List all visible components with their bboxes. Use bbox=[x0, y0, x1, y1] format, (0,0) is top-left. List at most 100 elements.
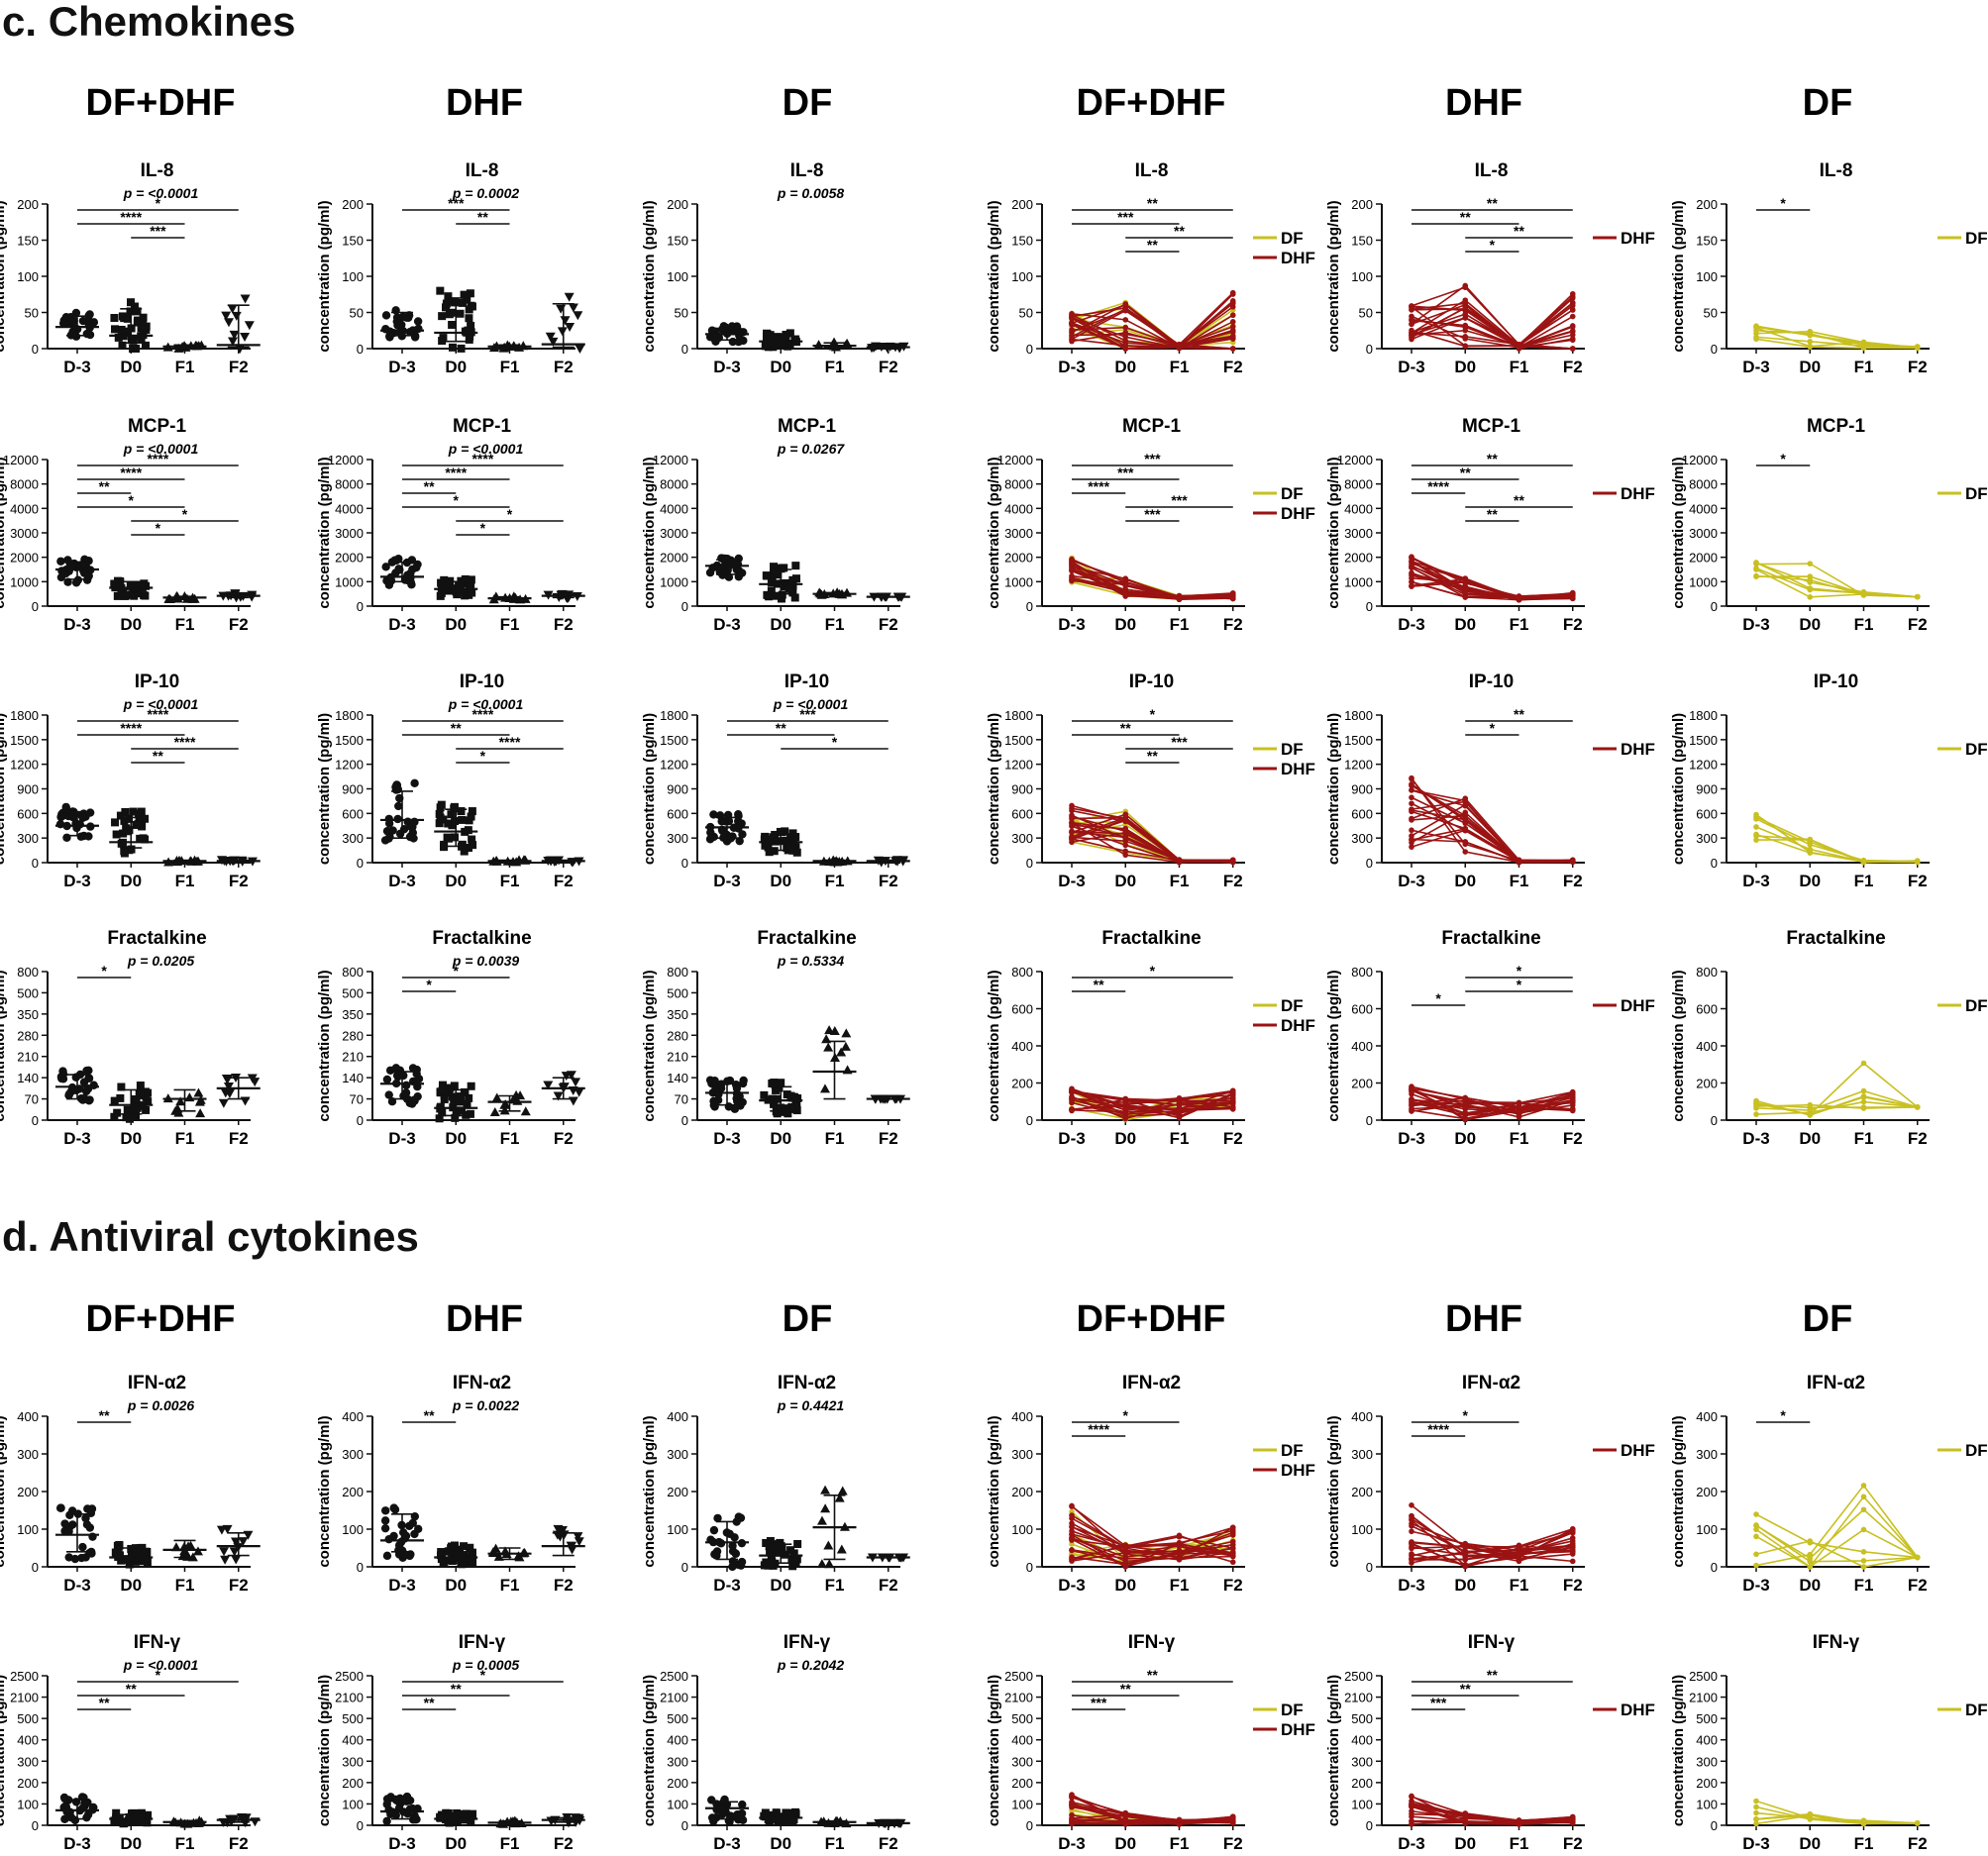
series-line bbox=[1755, 1540, 1918, 1568]
data-point bbox=[128, 1112, 137, 1121]
series-point bbox=[1229, 329, 1236, 335]
chart-panel-c-il8-df: IL-8 p = 0.0058 0 50 100 150 200 concentration … bbox=[641, 160, 910, 376]
series-line bbox=[1071, 1504, 1233, 1561]
y-tick-label: 1500 bbox=[335, 733, 364, 748]
y-tick-label: 200 bbox=[1011, 1485, 1033, 1499]
series-point bbox=[1069, 314, 1075, 321]
x-tick-label: D-3 bbox=[1398, 1834, 1424, 1853]
section-title-chemokines: c. Chemokines bbox=[2, 0, 295, 45]
data-point bbox=[143, 1811, 152, 1820]
chart-panel-c-mcp1-all: MCP-1 p = <0.0001 0 1000 2000 3000 4000 8000 120… bbox=[0, 416, 261, 634]
series-point bbox=[1569, 307, 1576, 313]
series-line bbox=[1411, 1804, 1573, 1821]
chart-title: MCP-1 bbox=[1462, 416, 1521, 437]
data-point bbox=[120, 1819, 129, 1828]
data-point bbox=[788, 1562, 797, 1571]
data-point bbox=[460, 1542, 469, 1551]
section-title-antiviral-cytokines: d. Antiviral cytokines bbox=[2, 1213, 419, 1260]
data-point bbox=[467, 321, 475, 330]
y-tick-label: 200 bbox=[1696, 1485, 1718, 1499]
group-header-df: DF bbox=[783, 82, 833, 124]
data-point bbox=[89, 1081, 98, 1089]
data-point bbox=[765, 848, 774, 857]
y-axis-label: concentration (pg/ml) bbox=[986, 457, 1002, 608]
y-tick-label: 400 bbox=[1696, 1409, 1718, 1424]
series-point bbox=[1860, 1558, 1867, 1564]
series-point bbox=[1753, 560, 1759, 567]
y-tick-label: 12000 bbox=[653, 453, 688, 467]
y-tick-label: 350 bbox=[667, 1007, 688, 1022]
data-point bbox=[733, 560, 743, 568]
data-point bbox=[380, 1516, 390, 1525]
data-point bbox=[705, 567, 715, 577]
series-point bbox=[1122, 818, 1129, 825]
data-point bbox=[382, 1551, 392, 1561]
x-tick-label: D-3 bbox=[63, 1834, 90, 1853]
data-point bbox=[457, 1097, 466, 1106]
y-tick-label: 4000 bbox=[1344, 501, 1373, 516]
series-point bbox=[1516, 1558, 1522, 1565]
y-tick-label: 100 bbox=[1351, 1522, 1373, 1537]
y-tick-label: 1000 bbox=[660, 574, 688, 589]
y-tick-label: 600 bbox=[1011, 806, 1033, 821]
data-point bbox=[710, 1550, 719, 1559]
data-point bbox=[402, 313, 411, 322]
group-header-df-dhf: DF+DHF bbox=[1077, 82, 1226, 124]
x-tick-label: F1 bbox=[825, 1576, 845, 1595]
y-tick-label: 300 bbox=[1351, 1447, 1373, 1462]
series-point bbox=[1409, 1545, 1414, 1552]
y-axis-label: concentration (pg/ml) bbox=[316, 200, 333, 352]
p-value-label: p = <0.0001 bbox=[773, 696, 849, 712]
series-point bbox=[1569, 1092, 1576, 1098]
significance-label: **** bbox=[120, 464, 142, 480]
series-point bbox=[1409, 794, 1414, 801]
x-tick-label: D0 bbox=[770, 872, 791, 890]
legend-label-dhf: DHF bbox=[1281, 1461, 1315, 1480]
data-point bbox=[786, 834, 795, 843]
data-point bbox=[564, 292, 575, 302]
x-tick-label: D-3 bbox=[1398, 1129, 1424, 1148]
chart-panel-c-mcp1-all-line: MCP-1 0 1000 2000 3000 4000 8000 12000concentra… bbox=[986, 416, 1315, 634]
x-tick-label: D-3 bbox=[1058, 1834, 1085, 1853]
data-point bbox=[132, 345, 141, 353]
legend-label-dhf: DHF bbox=[1621, 740, 1655, 759]
p-value-label: p = <0.0001 bbox=[123, 441, 199, 457]
data-point bbox=[565, 323, 575, 333]
series-point bbox=[1176, 1532, 1183, 1539]
data-point bbox=[229, 330, 240, 340]
x-tick-label: D0 bbox=[445, 1576, 467, 1595]
data-point bbox=[136, 815, 145, 824]
y-axis-label: concentration (pg/ml) bbox=[641, 200, 658, 352]
y-tick-label: 400 bbox=[1011, 1039, 1033, 1054]
y-tick-label: 100 bbox=[1011, 1522, 1033, 1537]
y-tick-label: 4000 bbox=[660, 501, 688, 516]
chart-title: Fractalkine bbox=[1441, 928, 1540, 949]
y-tick-label: 0 bbox=[1366, 599, 1373, 614]
y-tick-label: 100 bbox=[667, 269, 688, 284]
data-point bbox=[764, 1815, 773, 1824]
series-point bbox=[1462, 1094, 1469, 1101]
group-header-dhf: DHF bbox=[1445, 82, 1522, 124]
x-tick-label: D0 bbox=[1114, 1129, 1136, 1148]
y-tick-label: 2000 bbox=[1004, 551, 1033, 566]
series-point bbox=[1860, 1549, 1867, 1555]
data-point bbox=[66, 1813, 76, 1822]
x-tick-label: D-3 bbox=[713, 358, 740, 376]
data-point bbox=[123, 1555, 132, 1564]
x-tick-label: D-3 bbox=[1058, 358, 1085, 376]
significance-label: **** bbox=[445, 464, 467, 480]
x-tick-label: D-3 bbox=[1398, 872, 1424, 890]
y-tick-label: 50 bbox=[1359, 306, 1373, 321]
x-tick-label: F2 bbox=[1908, 615, 1928, 634]
y-tick-label: 300 bbox=[1011, 1754, 1033, 1769]
y-tick-label: 1000 bbox=[1689, 574, 1718, 589]
data-point bbox=[772, 1808, 781, 1817]
significance-label: * bbox=[1490, 237, 1496, 253]
y-tick-label: 200 bbox=[1696, 1077, 1718, 1091]
series-point bbox=[1229, 324, 1236, 330]
series-point bbox=[1860, 588, 1867, 595]
x-tick-label: D0 bbox=[1799, 1834, 1821, 1853]
p-value-label: p = <0.0001 bbox=[448, 696, 524, 712]
significance-label: * bbox=[507, 506, 513, 522]
y-axis-label: concentration (pg/ml) bbox=[1325, 1675, 1342, 1826]
